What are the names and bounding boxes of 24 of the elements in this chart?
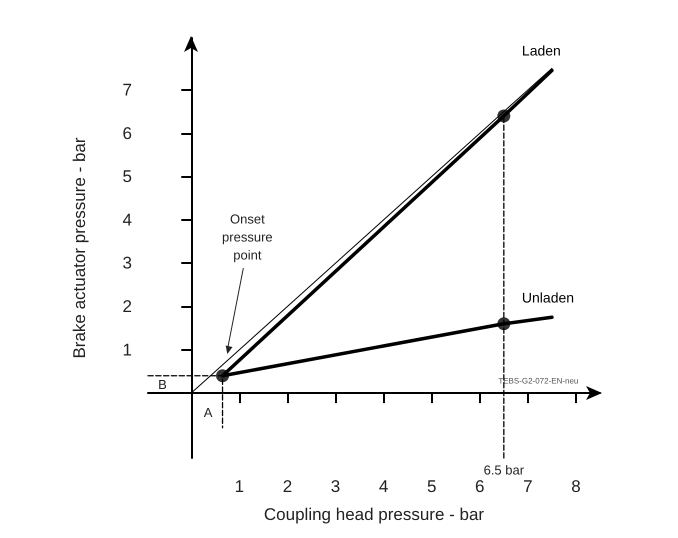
x-tick-label: 5: [426, 477, 436, 496]
y-tick-label: 4: [122, 210, 132, 230]
y-tick-label: 1: [122, 340, 132, 360]
annotation: Onset pressure point: [222, 212, 273, 263]
y-tick-label: 5: [122, 167, 132, 186]
y-axis-title: Brake actuator pressure - bar: [70, 137, 89, 359]
x-tick-label: 8: [571, 477, 581, 496]
x-axis-title: Coupling head pressure - bar: [264, 505, 484, 524]
y-tick-label: 7: [122, 80, 132, 100]
x-tick-label: 7: [523, 477, 533, 496]
annotation: TEBS-G2-072-EN-neu: [498, 376, 578, 386]
text: 6.5 bar: [484, 462, 525, 478]
series-label: Unladen: [522, 289, 574, 306]
series-label: Laden: [522, 42, 561, 58]
y-tick-label: 3: [122, 254, 132, 273]
y-tick-label: 2: [122, 296, 132, 316]
annotation: B: [158, 376, 167, 392]
y-tick-label: 6: [122, 124, 132, 143]
annotation: A: [204, 405, 213, 420]
x-tick-label: 4: [378, 477, 388, 496]
x-tick-label: 6: [475, 477, 485, 496]
x-tick-label: 2: [282, 477, 292, 496]
x-tick-label: 1: [234, 477, 244, 496]
x-tick-label: 3: [330, 477, 340, 496]
